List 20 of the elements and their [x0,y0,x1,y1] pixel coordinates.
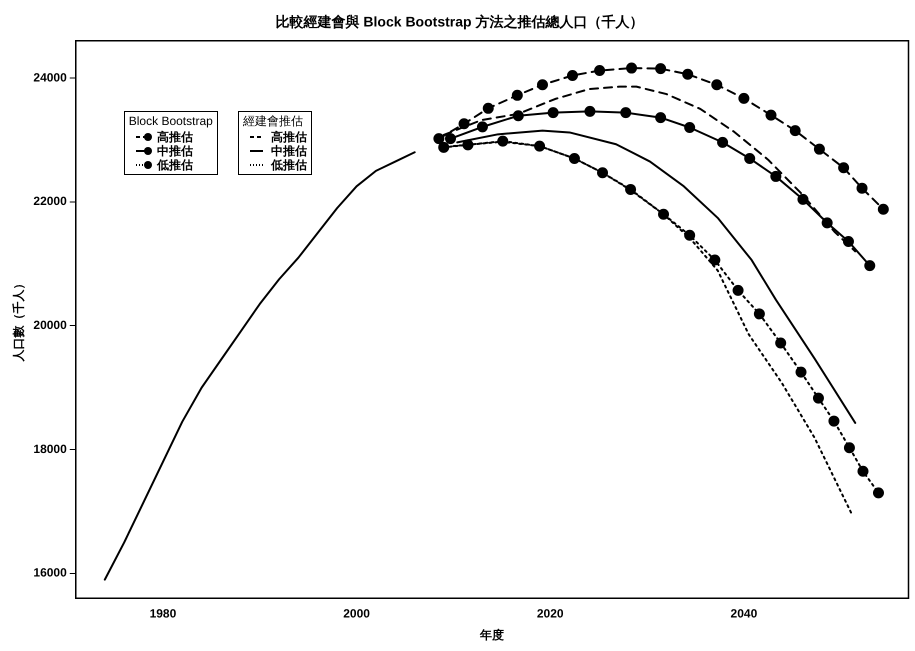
y-tick-label: 16000 [33,566,68,580]
legend-label: 高推估 [270,130,307,144]
annotation: Block Bootstrap [128,114,213,128]
annotation: 經建會推估 [242,114,304,128]
legend-label: 高推估 [156,130,193,144]
chart-title: 比較經建會與 Block Bootstrap 方法之推估總人口（千人） [276,13,644,30]
legend-label: 低推估 [270,158,307,172]
legend-label: 中推估 [156,144,193,158]
x-tick-label: 2000 [343,606,370,621]
x-axis-title: 年度 [479,628,504,642]
x-tick-label: 2040 [730,606,758,621]
y-tick-label: 24000 [33,70,68,84]
legend-label: 低推估 [156,158,193,172]
y-tick-label: 20000 [33,318,68,332]
x-tick-label: 1980 [150,606,177,621]
x-tick-label: 2020 [536,606,564,621]
y-tick-label: 22000 [33,194,68,208]
y-tick-label: 18000 [33,442,68,456]
y-axis-title: 人口數（千人） [12,278,26,362]
legend-label: 中推估 [270,144,307,158]
